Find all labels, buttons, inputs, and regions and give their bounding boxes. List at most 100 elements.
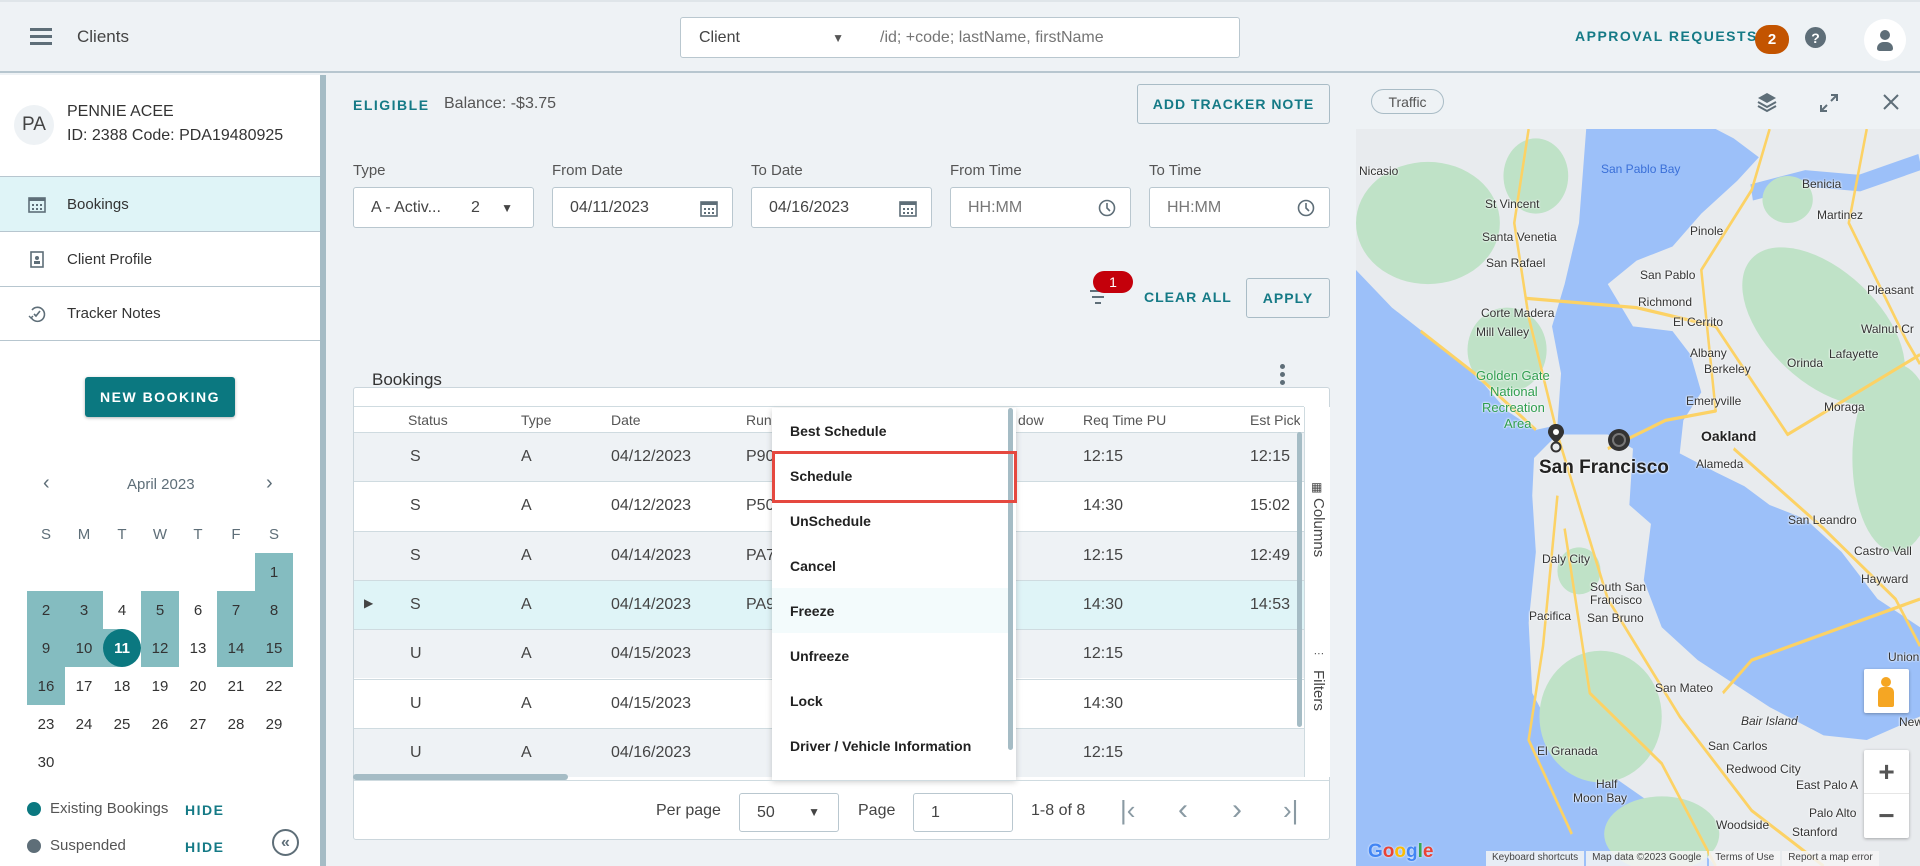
menu-item[interactable]: Driver / Vehicle Information xyxy=(790,738,972,754)
menu-item[interactable]: Schedule xyxy=(790,468,853,484)
type-select[interactable]: A - Activ... 2 ▼ xyxy=(353,187,534,228)
calendar-day[interactable]: 5 xyxy=(141,591,179,629)
approval-requests-link[interactable]: APPROVAL REQUESTS xyxy=(1575,28,1758,44)
column-header-req-time-pu[interactable]: Req Time PU xyxy=(1083,412,1167,428)
menu-item[interactable]: Unfreeze xyxy=(790,648,850,664)
map-pin-icon[interactable] xyxy=(1546,423,1566,453)
sidebar-item-client-profile[interactable]: Client Profile xyxy=(0,231,320,286)
calendar-day[interactable]: 17 xyxy=(75,677,93,695)
user-avatar[interactable] xyxy=(1864,19,1906,61)
column-header-est-pick[interactable]: Est Pick xyxy=(1250,412,1300,428)
calendar-next-button[interactable]: › xyxy=(266,472,273,494)
from-date-input[interactable]: 04/11/2023 xyxy=(552,187,733,228)
sidebar-item-tracker-notes[interactable]: Tracker Notes xyxy=(0,286,320,341)
calendar-day[interactable]: 28 xyxy=(227,715,245,733)
from-time-input[interactable]: HH:MM xyxy=(950,187,1131,228)
calendar-day[interactable]: 15 xyxy=(255,629,293,667)
add-tracker-note-button[interactable]: ADD TRACKER NOTE xyxy=(1137,84,1330,124)
last-page-icon[interactable]: ›| xyxy=(1283,795,1299,825)
more-options-icon[interactable] xyxy=(1280,364,1286,385)
columns-tab[interactable]: ▦ Columns xyxy=(1306,480,1328,590)
calendar-day[interactable]: 9 xyxy=(27,629,65,667)
calendar-icon[interactable] xyxy=(899,199,917,217)
sidebar-item-bookings[interactable]: Bookings xyxy=(0,176,320,231)
column-header-type[interactable]: Type xyxy=(521,412,552,428)
clock-icon[interactable] xyxy=(1098,199,1116,217)
report-map-error-link[interactable]: Report a map error xyxy=(1782,851,1879,866)
table-horizontal-scrollbar[interactable] xyxy=(353,774,568,780)
calendar-day[interactable]: 23 xyxy=(37,715,55,733)
zoom-out-button[interactable]: − xyxy=(1878,800,1895,831)
calendar-day[interactable]: 14 xyxy=(217,629,255,667)
column-header-run[interactable]: Run xyxy=(746,412,772,428)
terms-of-use-link[interactable]: Terms of Use xyxy=(1709,851,1781,866)
page-input[interactable] xyxy=(913,793,1013,832)
filters-tab[interactable]: ⫶ Filters xyxy=(1306,652,1328,742)
calendar-day-selected[interactable]: 11 xyxy=(103,629,141,667)
column-header-date[interactable]: Date xyxy=(611,412,641,428)
user-icon xyxy=(1880,30,1890,40)
calendar-day[interactable]: 10 xyxy=(65,629,103,667)
search-type-select[interactable]: Client ▼ xyxy=(680,17,865,58)
calendar-day[interactable]: 13 xyxy=(189,639,207,657)
calendar-day[interactable]: 4 xyxy=(117,601,127,619)
filter-icon[interactable] xyxy=(1090,290,1106,312)
calendar-day[interactable]: 7 xyxy=(217,591,255,629)
help-icon[interactable]: ? xyxy=(1805,27,1826,48)
street-view-pegman-icon[interactable] xyxy=(1864,669,1909,713)
calendar-day[interactable]: 30 xyxy=(37,753,55,771)
calendar-day[interactable]: 8 xyxy=(255,591,293,629)
table-vertical-scrollbar[interactable] xyxy=(1297,432,1302,727)
calendar-day[interactable]: 29 xyxy=(265,715,283,733)
calendar-day[interactable]: 25 xyxy=(113,715,131,733)
calendar-day[interactable]: 22 xyxy=(265,677,283,695)
next-page-icon[interactable]: › xyxy=(1232,793,1242,826)
calendar-day[interactable]: 20 xyxy=(189,677,207,695)
hide-existing-button[interactable]: HIDE xyxy=(185,802,225,818)
client-search-input[interactable] xyxy=(864,17,1240,58)
calendar-day[interactable]: 16 xyxy=(27,667,65,705)
calendar-icon[interactable] xyxy=(700,199,718,217)
sidebar-scrollbar[interactable] xyxy=(320,75,326,866)
keyboard-shortcuts-link[interactable]: Keyboard shortcuts xyxy=(1486,851,1585,866)
to-time-input[interactable]: HH:MM xyxy=(1149,187,1330,228)
collapse-sidebar-icon[interactable]: « xyxy=(272,829,299,856)
calendar-day[interactable]: 12 xyxy=(141,629,179,667)
expand-icon[interactable] xyxy=(1819,93,1839,113)
first-page-icon[interactable]: |‹ xyxy=(1120,795,1136,825)
calendar-day[interactable]: 1 xyxy=(255,553,293,591)
calendar-day[interactable]: 27 xyxy=(189,715,207,733)
hide-suspended-button[interactable]: HIDE xyxy=(185,839,225,855)
to-date-input[interactable]: 04/16/2023 xyxy=(751,187,932,228)
calendar-day[interactable]: 3 xyxy=(65,591,103,629)
column-header-window[interactable]: dow xyxy=(1018,412,1044,428)
new-booking-button[interactable]: NEW BOOKING xyxy=(85,377,235,417)
calendar-day[interactable]: 19 xyxy=(151,677,169,695)
menu-item[interactable]: Best Schedule xyxy=(790,423,887,439)
calendar-day[interactable]: 26 xyxy=(151,715,169,733)
close-icon[interactable] xyxy=(1882,93,1900,111)
calendar-day[interactable]: 6 xyxy=(193,601,203,619)
menu-item[interactable]: Lock xyxy=(790,693,823,709)
menu-item[interactable]: Freeze xyxy=(790,603,835,619)
clock-icon[interactable] xyxy=(1297,199,1315,217)
menu-scrollbar[interactable] xyxy=(1008,408,1013,750)
map-view[interactable]: Nicasio San Pablo Bay St Vincent Santa Vene… xyxy=(1356,129,1920,866)
per-page-select[interactable]: 50 ▼ xyxy=(739,793,839,832)
map-location-marker-icon[interactable] xyxy=(1606,427,1632,453)
clear-all-button[interactable]: CLEAR ALL xyxy=(1144,289,1232,305)
menu-item[interactable]: UnSchedule xyxy=(790,513,871,529)
calendar-day[interactable]: 24 xyxy=(75,715,93,733)
zoom-in-button[interactable]: + xyxy=(1864,750,1909,794)
hamburger-menu-icon[interactable] xyxy=(30,28,52,46)
column-header-status[interactable]: Status xyxy=(408,412,448,428)
layers-icon[interactable] xyxy=(1756,91,1778,113)
apply-button[interactable]: APPLY xyxy=(1246,278,1330,318)
calendar-day[interactable]: 18 xyxy=(113,677,131,695)
menu-item[interactable]: Cancel xyxy=(790,558,836,574)
calendar-day[interactable]: 21 xyxy=(227,677,245,695)
traffic-toggle[interactable]: Traffic xyxy=(1371,89,1444,114)
calendar-day[interactable]: 2 xyxy=(27,591,65,629)
prev-page-icon[interactable]: ‹ xyxy=(1178,793,1188,826)
calendar-prev-button[interactable]: ‹ xyxy=(43,472,50,494)
